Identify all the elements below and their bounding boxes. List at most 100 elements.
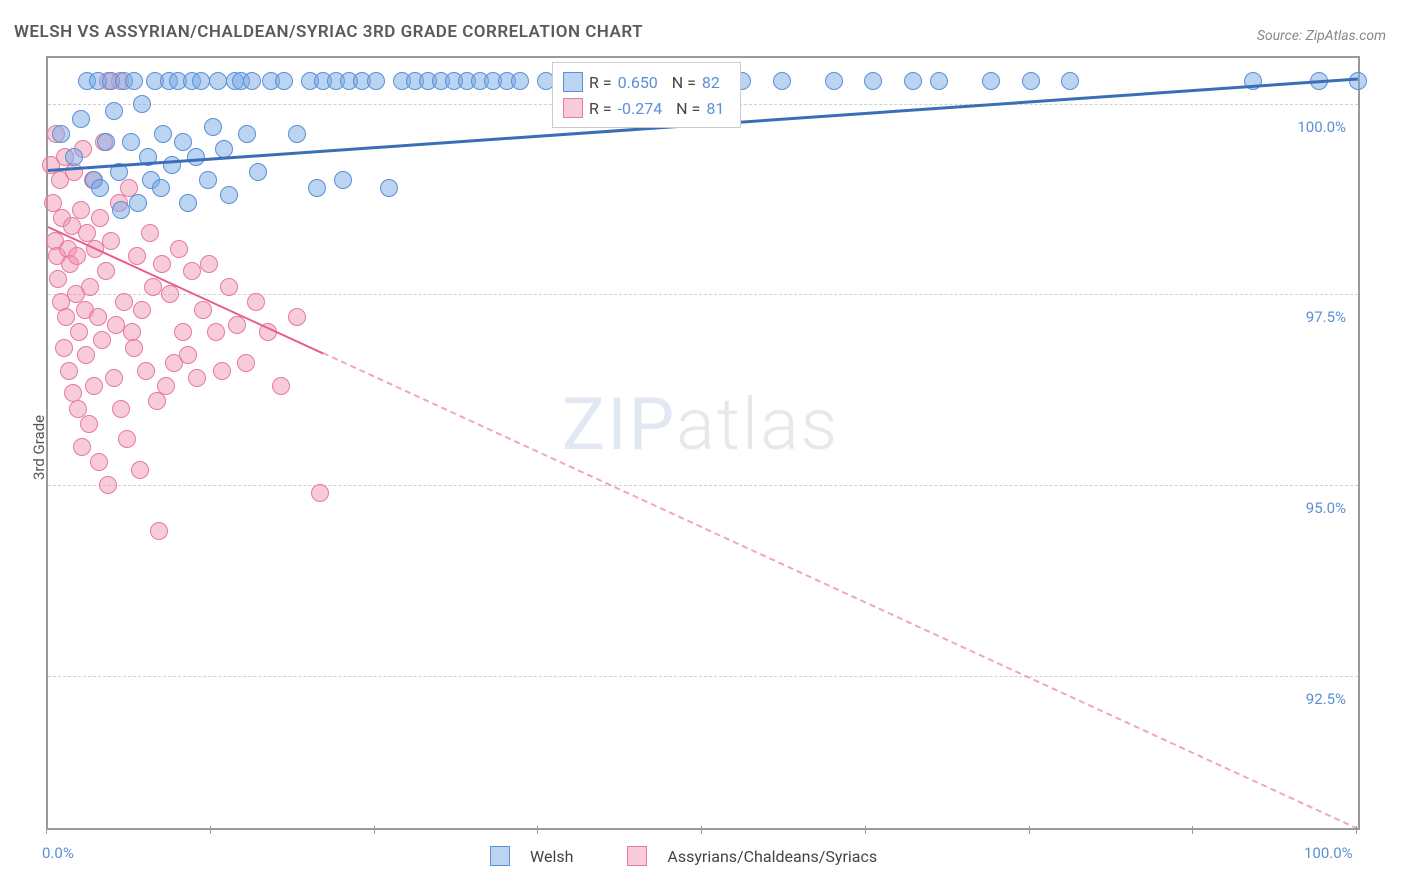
y-tick-label: 95.0% xyxy=(1286,499,1346,517)
welsh-marker xyxy=(367,72,385,90)
assyrian-marker xyxy=(57,308,75,326)
legend-series-label: Welsh xyxy=(530,847,573,866)
assyrian-marker xyxy=(73,438,91,456)
welsh-marker xyxy=(1022,72,1040,90)
legend-r-value: 0.650 xyxy=(618,73,658,92)
x-tick xyxy=(210,826,211,834)
welsh-marker xyxy=(122,133,140,151)
welsh-marker xyxy=(930,72,948,90)
welsh-marker xyxy=(105,102,123,120)
welsh-marker xyxy=(982,72,1000,90)
assyrian-marker xyxy=(55,339,73,357)
assyrian-marker xyxy=(81,278,99,296)
welsh-marker xyxy=(187,148,205,166)
legend-swatch xyxy=(563,98,583,118)
assyrian-marker xyxy=(70,323,88,341)
welsh-marker xyxy=(238,125,256,143)
assyrian-marker xyxy=(118,430,136,448)
assyrian-marker xyxy=(80,415,98,433)
assyrian-marker xyxy=(188,369,206,387)
gridline xyxy=(48,294,1358,295)
welsh-marker xyxy=(209,72,227,90)
legend-n-label: N = xyxy=(668,99,700,118)
welsh-marker xyxy=(133,95,151,113)
legend-r-label: R = xyxy=(589,73,612,92)
welsh-marker xyxy=(112,201,130,219)
legend-r-label: R = xyxy=(589,99,612,118)
assyrian-marker xyxy=(49,270,67,288)
assyrian-marker xyxy=(288,308,306,326)
legend-n-value: 81 xyxy=(706,99,724,118)
assyrian-marker xyxy=(131,461,149,479)
gridline xyxy=(48,485,1358,486)
legend-r-value: -0.274 xyxy=(618,99,663,118)
welsh-marker xyxy=(308,179,326,197)
welsh-marker xyxy=(52,125,70,143)
assyrian-marker xyxy=(133,301,151,319)
assyrian-marker xyxy=(99,476,117,494)
welsh-marker xyxy=(129,194,147,212)
assyrian-marker xyxy=(102,232,120,250)
welsh-marker xyxy=(199,171,217,189)
assyrian-marker xyxy=(125,339,143,357)
welsh-marker xyxy=(179,194,197,212)
assyrian-marker xyxy=(207,323,225,341)
welsh-marker xyxy=(1061,72,1079,90)
assyrian-marker xyxy=(144,278,162,296)
welsh-marker xyxy=(154,125,172,143)
assyrian-marker xyxy=(90,453,108,471)
assyrian-marker xyxy=(112,400,130,418)
welsh-marker xyxy=(204,118,222,136)
x-tick xyxy=(374,826,375,834)
welsh-marker xyxy=(192,72,210,90)
assyrian-marker xyxy=(237,354,255,372)
assyrian-marker xyxy=(137,362,155,380)
assyrian-marker xyxy=(91,209,109,227)
chart-title: WELSH VS ASSYRIAN/CHALDEAN/SYRIAC 3RD GR… xyxy=(14,22,643,42)
welsh-marker xyxy=(97,133,115,151)
x-tick xyxy=(1029,826,1030,834)
y-tick-label: 100.0% xyxy=(1286,118,1346,136)
assyrian-marker xyxy=(89,308,107,326)
welsh-marker xyxy=(904,72,922,90)
legend-n-label: N = xyxy=(664,73,696,92)
welsh-marker xyxy=(65,148,83,166)
x-tick xyxy=(701,826,702,834)
assyrian-marker xyxy=(220,278,238,296)
assyrian-marker xyxy=(174,323,192,341)
assyrian-marker xyxy=(128,247,146,265)
welsh-marker xyxy=(864,72,882,90)
assyrian-marker xyxy=(148,392,166,410)
assyrian-marker xyxy=(141,224,159,242)
assyrian-marker xyxy=(213,362,231,380)
welsh-marker xyxy=(91,179,109,197)
assyrian-marker xyxy=(60,362,78,380)
assyrian-marker xyxy=(105,369,123,387)
welsh-marker xyxy=(511,72,529,90)
correlation-legend: R = 0.650 N = 82 R = -0.274 N = 81 xyxy=(552,62,741,128)
assyrian-marker xyxy=(153,255,171,273)
welsh-marker xyxy=(220,186,238,204)
series-legend: WelshAssyrians/Chaldeans/Syriacs xyxy=(490,846,877,866)
legend-row: R = -0.274 N = 81 xyxy=(563,95,724,121)
assyrian-marker xyxy=(194,301,212,319)
x-tick xyxy=(1356,826,1357,834)
assyrian-marker xyxy=(77,346,95,364)
assyrian-marker xyxy=(183,262,201,280)
welsh-marker xyxy=(249,163,267,181)
assyrian-marker xyxy=(85,377,103,395)
assyrian-marker xyxy=(93,331,111,349)
assyrian-marker xyxy=(272,377,290,395)
legend-row: R = 0.650 N = 82 xyxy=(563,69,724,95)
x-tick-label-max: 100.0% xyxy=(1304,844,1353,862)
welsh-marker xyxy=(380,179,398,197)
assyrian-marker xyxy=(97,262,115,280)
welsh-marker xyxy=(125,72,143,90)
y-tick-label: 97.5% xyxy=(1286,308,1346,326)
welsh-marker xyxy=(334,171,352,189)
assyrian-marker xyxy=(228,316,246,334)
assyrian-marker xyxy=(157,377,175,395)
assyrian-marker xyxy=(247,293,265,311)
welsh-marker xyxy=(152,179,170,197)
assyrian-trendline xyxy=(323,352,1359,830)
